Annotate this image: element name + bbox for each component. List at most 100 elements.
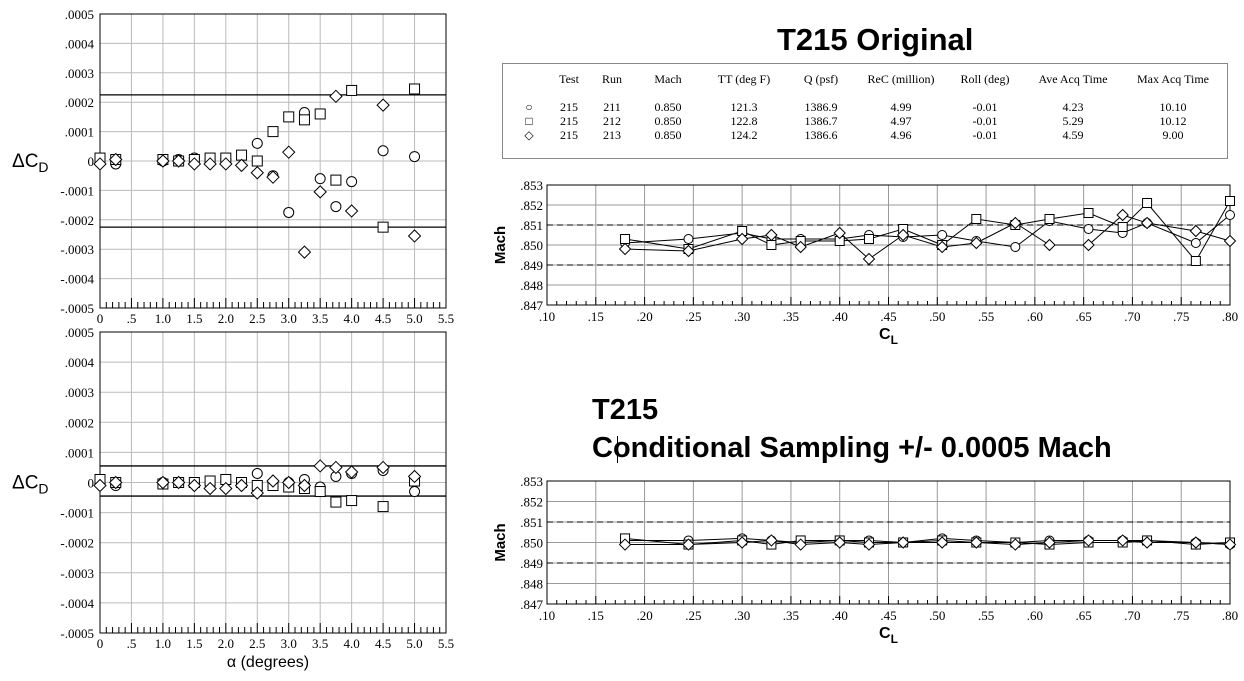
legend-cell: 213 xyxy=(603,128,621,142)
legend-header-ave-acq: Ave Acq Time xyxy=(1038,72,1108,86)
x-tick-label: .10 xyxy=(539,309,555,324)
x-tick-label: .70 xyxy=(1124,608,1140,623)
data-point-circle xyxy=(377,145,389,157)
y-tick-label: .851 xyxy=(520,218,543,233)
y-axis-label: ΔCD xyxy=(12,151,49,175)
legend-symbol-diamond: ◇ xyxy=(524,128,534,142)
x-tick-label: .55 xyxy=(978,309,994,324)
x-tick-label: .40 xyxy=(832,608,848,623)
data-point-diamond xyxy=(862,538,876,551)
y-tick-label: 0 xyxy=(88,154,95,169)
data-point-diamond xyxy=(1189,224,1203,238)
x-tick-label: .25 xyxy=(685,608,701,623)
x-axis-label: CL xyxy=(879,326,898,347)
x-tick-label: 0 xyxy=(97,636,104,651)
data-point-diamond xyxy=(187,157,202,171)
y-axis-label: ΔCD xyxy=(12,473,49,497)
legend-row: ○ 215 211 0.850 121.3 1386.9 4.99 -0.01 … xyxy=(509,100,1223,114)
data-point-diamond xyxy=(156,154,170,168)
data-point-diamond xyxy=(219,481,233,496)
legend-cell: 1386.7 xyxy=(804,114,838,128)
series-line-square xyxy=(624,200,1231,262)
legend-header-roll: Roll (deg) xyxy=(960,72,1010,86)
data-point-square xyxy=(298,114,310,126)
data-point-diamond xyxy=(735,232,749,246)
x-axis-label: CL xyxy=(879,625,898,646)
data-point-diamond xyxy=(735,536,749,549)
x-tick-label: .75 xyxy=(1173,608,1189,623)
data-point-diamond xyxy=(970,536,983,549)
data-point-circle xyxy=(683,234,694,244)
data-point-diamond xyxy=(171,154,186,168)
data-point-diamond xyxy=(896,228,910,242)
data-point-diamond xyxy=(313,459,327,473)
x-tick-label: .50 xyxy=(929,309,945,324)
y-tick-label: .848 xyxy=(520,577,543,592)
y-tick-label: .847 xyxy=(520,597,543,612)
data-point-square xyxy=(971,214,982,224)
legend-header-max-acq: Max Acq Time xyxy=(1136,72,1209,86)
data-point-diamond xyxy=(109,152,123,167)
y-tick-label: .0001 xyxy=(65,125,94,140)
data-point-diamond xyxy=(682,244,695,258)
data-point-diamond xyxy=(794,240,807,254)
x-tick-label: .20 xyxy=(636,309,652,324)
y-tick-label: .0004 xyxy=(65,355,95,370)
data-point-circle xyxy=(1010,242,1021,252)
data-point-diamond xyxy=(765,534,778,547)
data-point-diamond xyxy=(234,478,249,493)
x-tick-label: .45 xyxy=(880,608,896,623)
x-tick-label: 1.0 xyxy=(155,311,171,326)
data-point-square xyxy=(1083,208,1094,218)
legend-header-test: Test xyxy=(559,72,579,86)
data-point-diamond xyxy=(250,486,264,500)
y-tick-label: -.0002 xyxy=(60,213,94,228)
y-tick-label: .0002 xyxy=(65,415,94,430)
data-point-square xyxy=(314,486,326,498)
x-tick-label: .60 xyxy=(1027,309,1043,324)
legend-row: □ 215 212 0.850 122.8 1386.7 4.97 -0.01 … xyxy=(509,114,1223,128)
x-tick-label: 1.5 xyxy=(186,311,202,326)
data-point-diamond xyxy=(1223,538,1237,551)
data-point-diamond xyxy=(1009,538,1022,551)
legend-symbol-square: □ xyxy=(525,114,533,128)
data-point-diamond xyxy=(618,538,632,551)
data-point-circle xyxy=(251,467,263,479)
y-tick-label: -.0003 xyxy=(60,242,94,257)
x-tick-label: .45 xyxy=(880,309,896,324)
data-point-square xyxy=(620,234,631,244)
data-point-diamond xyxy=(833,536,846,549)
legend-cell: 1386.9 xyxy=(804,100,838,114)
data-point-diamond xyxy=(234,158,249,173)
x-tick-label: 4.5 xyxy=(375,636,391,651)
x-tick-label: 5.5 xyxy=(438,311,454,326)
data-point-diamond xyxy=(203,157,217,171)
data-point-diamond xyxy=(329,460,343,475)
data-point-diamond xyxy=(376,98,390,112)
data-point-diamond xyxy=(1043,238,1056,252)
data-point-circle xyxy=(283,206,295,218)
x-tick-label: 2.0 xyxy=(218,311,234,326)
x-tick-label: .35 xyxy=(783,608,799,623)
x-tick-label: .80 xyxy=(1222,608,1238,623)
data-point-square xyxy=(1190,256,1201,266)
data-point-diamond xyxy=(171,475,186,490)
data-point-diamond xyxy=(282,475,296,490)
data-point-diamond xyxy=(93,478,107,493)
data-point-circle xyxy=(409,151,421,163)
legend-cell: 215 xyxy=(560,128,578,142)
x-tick-label: .65 xyxy=(1076,608,1092,623)
y-axis-label: Mach xyxy=(492,523,509,561)
data-point-square xyxy=(346,495,358,507)
y-tick-label: -.0004 xyxy=(60,596,94,611)
data-point-square xyxy=(267,126,279,138)
text-cursor xyxy=(617,436,618,463)
data-point-diamond xyxy=(935,240,949,254)
legend-cell: 4.96 xyxy=(890,128,912,142)
y-tick-label: .0003 xyxy=(65,385,94,400)
y-tick-label: 0 xyxy=(88,476,95,491)
data-point-square xyxy=(346,84,358,96)
data-point-diamond xyxy=(1140,216,1154,230)
legend-cell: 0.850 xyxy=(654,128,682,142)
data-point-diamond xyxy=(344,465,359,479)
